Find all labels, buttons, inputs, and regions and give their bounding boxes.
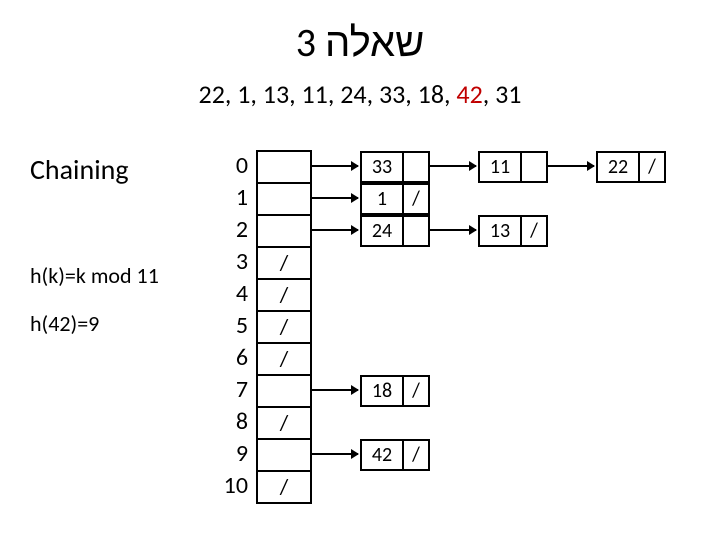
slot-4: /	[258, 280, 310, 312]
node-pointer: /	[404, 441, 428, 469]
slot-1	[258, 184, 310, 216]
slot-7	[258, 376, 310, 408]
slot-8: /	[258, 408, 310, 440]
index-0: 0	[220, 150, 248, 182]
node-pointer	[404, 217, 428, 245]
slot-6: /	[258, 344, 310, 376]
chain-node: 18/	[360, 375, 430, 407]
label-chaining: Chaining	[30, 152, 129, 187]
arrow	[548, 165, 594, 167]
chain-node: 1/	[360, 183, 430, 215]
index-2: 2	[220, 214, 248, 246]
index-5: 5	[220, 310, 248, 342]
node-value: 22	[598, 153, 640, 181]
sequence-highlight: 42	[456, 78, 482, 110]
arrow	[430, 165, 476, 167]
node-value: 13	[480, 217, 522, 245]
slot-9	[258, 440, 310, 472]
chain-node: 11	[478, 151, 548, 183]
arrow	[310, 197, 358, 199]
slide: שאלה 3 22, 1, 13, 11, 24, 33, 18, 42, 31…	[0, 0, 720, 540]
node-pointer: /	[404, 377, 428, 405]
slot-2	[258, 216, 310, 248]
index-10: 10	[220, 470, 248, 502]
slide-title: שאלה 3	[0, 18, 720, 67]
arrow	[310, 453, 358, 455]
arrow	[310, 165, 358, 167]
chain-node: 22/	[596, 151, 666, 183]
node-pointer	[404, 153, 428, 181]
index-4: 4	[220, 278, 248, 310]
chain-node: 42/	[360, 439, 430, 471]
sequence-post: , 31	[483, 78, 522, 110]
label-hash-fn: h(k)=k mod 11	[30, 262, 159, 289]
arrow	[430, 229, 476, 231]
index-6: 6	[220, 342, 248, 374]
index-9: 9	[220, 438, 248, 470]
chain-node: 24	[360, 215, 430, 247]
arrow	[310, 229, 358, 231]
index-1: 1	[220, 182, 248, 214]
node-value: 24	[362, 217, 404, 245]
arrow	[310, 389, 358, 391]
slot-5: /	[258, 312, 310, 344]
slot-3: /	[258, 248, 310, 280]
slot-10: /	[258, 472, 310, 504]
label-hash-example: h(42)=9	[30, 310, 99, 337]
node-pointer	[522, 153, 546, 181]
insert-sequence: 22, 1, 13, 11, 24, 33, 18, 42, 31	[0, 78, 720, 110]
node-value: 11	[480, 153, 522, 181]
node-value: 18	[362, 377, 404, 405]
chain-node: 13/	[478, 215, 548, 247]
index-7: 7	[220, 374, 248, 406]
node-value: 42	[362, 441, 404, 469]
slot-0	[258, 152, 310, 184]
node-pointer: /	[522, 217, 546, 245]
index-column: 012345678910	[220, 150, 248, 502]
hash-table: //////	[256, 150, 312, 504]
index-8: 8	[220, 406, 248, 438]
node-value: 33	[362, 153, 404, 181]
chain-node: 33	[360, 151, 430, 183]
node-pointer: /	[404, 185, 428, 213]
node-value: 1	[362, 185, 404, 213]
sequence-pre: 22, 1, 13, 11, 24, 33, 18,	[199, 78, 457, 110]
node-pointer: /	[640, 153, 664, 181]
index-3: 3	[220, 246, 248, 278]
